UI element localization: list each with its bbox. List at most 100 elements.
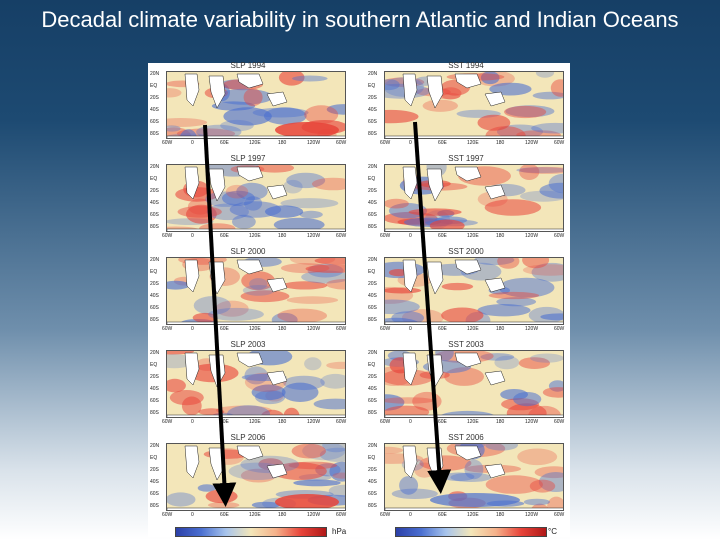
lon-tick-label: 0 <box>191 512 194 518</box>
lat-tick-label: EQ <box>368 83 376 89</box>
colorbar-left-unit: hPa <box>332 527 347 536</box>
lon-tick-label: 60E <box>438 233 447 239</box>
panel-label: SST 2000 <box>448 247 484 256</box>
lon-tick-label: 120W <box>525 140 539 146</box>
lon-tick-label: 0 <box>191 419 194 425</box>
lat-tick-label: 20S <box>150 374 159 380</box>
lon-tick-label: 180 <box>278 419 287 425</box>
lat-tick-label: 60S <box>150 491 159 497</box>
lon-tick-label: 120W <box>307 419 321 425</box>
lon-tick-label: 60W <box>162 419 173 425</box>
colorbar-right <box>395 527 547 537</box>
anomaly-map <box>166 443 346 511</box>
panel-label: SST 1997 <box>448 154 484 163</box>
lon-tick-label: 0 <box>409 233 412 239</box>
lon-tick-label: 60E <box>220 140 229 146</box>
lat-tick-label: 60S <box>150 305 159 311</box>
lon-tick-label: 60E <box>438 140 447 146</box>
lon-tick-label: 120W <box>307 512 321 518</box>
lon-tick-label: 60W <box>336 140 347 146</box>
map-panel-left-3: SLP 2003 20N EQ 20S 40S 60S 80S 60W 0 60E 120E 180 1… <box>150 340 346 425</box>
panel-label: SST 1994 <box>448 61 484 70</box>
map-panel-left-4: SLP 2006 20N EQ 20S 40S 60S 80S 60W 0 60E 120E 180 1… <box>150 433 347 518</box>
lon-tick-label: 0 <box>409 419 412 425</box>
lat-tick-label: 40S <box>368 107 377 113</box>
map-panel-right-0: SST 1994 20N EQ 20S 40S 60S 80S 60W 0 60E 120E 180 1… <box>368 61 565 146</box>
lon-tick-label: 120W <box>525 512 539 518</box>
map-panel-right-2: SST 2000 20N EQ 20S 40S 60S 80S 60W 0 60E 120E 180 1… <box>368 247 565 332</box>
lon-tick-label: 180 <box>496 419 505 425</box>
lon-tick-label: 120E <box>467 512 479 518</box>
lat-tick-label: 60S <box>368 491 377 497</box>
lon-tick-label: 120W <box>525 419 539 425</box>
lat-tick-label: 20S <box>368 95 377 101</box>
lon-tick-label: 120E <box>249 419 261 425</box>
lat-tick-label: 20S <box>368 374 377 380</box>
lon-tick-label: 60W <box>162 326 173 332</box>
lat-tick-label: 80S <box>368 131 377 137</box>
lat-tick-label: 80S <box>368 224 377 230</box>
lon-tick-label: 0 <box>409 512 412 518</box>
panel-label: SLP 1997 <box>230 154 266 163</box>
lat-tick-label: 40S <box>368 293 377 299</box>
lon-tick-label: 180 <box>278 512 287 518</box>
lon-tick-label: 0 <box>191 140 194 146</box>
lat-tick-label: 60S <box>368 119 377 125</box>
lon-tick-label: 60W <box>380 233 391 239</box>
lon-tick-label: 60E <box>438 512 447 518</box>
lat-tick-label: EQ <box>368 176 376 182</box>
lat-tick-label: 20N <box>368 164 378 170</box>
lat-tick-label: 20S <box>150 281 159 287</box>
lat-tick-label: 40S <box>150 200 159 206</box>
map-panel-right-4: SST 2006 20N EQ 20S 40S 60S 80S 60W 0 60E 120E 180 1… <box>368 433 564 518</box>
lon-tick-label: 0 <box>191 326 194 332</box>
lat-tick-label: EQ <box>150 455 158 461</box>
map-panel-left-1: SLP 1997 20N EQ 20S 40S 60S 80S 60W 0 60E 120E 180 1… <box>150 154 346 239</box>
lon-tick-label: 180 <box>278 233 287 239</box>
map-panel-left-2: SLP 2000 20N EQ 20S 40S 60S 80S 60W 0 60E 120E 180 1… <box>150 247 346 332</box>
lon-tick-label: 180 <box>496 512 505 518</box>
lon-tick-label: 60W <box>162 233 173 239</box>
lat-tick-label: 40S <box>150 386 159 392</box>
lon-tick-label: 180 <box>496 233 505 239</box>
lon-tick-label: 60W <box>336 512 347 518</box>
lat-tick-label: 80S <box>150 410 159 416</box>
anomaly-map <box>166 164 346 232</box>
lat-tick-label: EQ <box>368 455 376 461</box>
colorbar-right-unit: °C <box>548 527 557 536</box>
lon-tick-label: 60E <box>438 419 447 425</box>
lon-tick-label: 60W <box>554 326 565 332</box>
lon-tick-label: 60W <box>162 140 173 146</box>
panel-label: SLP 2006 <box>230 433 266 442</box>
lon-tick-label: 60W <box>554 140 565 146</box>
anomaly-map <box>166 257 346 325</box>
lon-tick-label: 180 <box>496 326 505 332</box>
lon-tick-label: 120E <box>467 140 479 146</box>
lat-tick-label: EQ <box>150 83 158 89</box>
lat-tick-label: 60S <box>368 398 377 404</box>
lon-tick-label: 60W <box>162 512 173 518</box>
lat-tick-label: EQ <box>150 269 158 275</box>
map-panel-right-1: SST 1997 20N EQ 20S 40S 60S 80S 60W 0 60E 120E 180 1… <box>368 154 564 239</box>
lat-tick-label: 20N <box>368 257 378 263</box>
lat-tick-label: 60S <box>368 305 377 311</box>
anomaly-map <box>166 71 346 139</box>
lon-tick-label: 120W <box>307 233 321 239</box>
lon-tick-label: 180 <box>496 140 505 146</box>
lon-tick-label: 120E <box>467 233 479 239</box>
lon-tick-label: 120E <box>467 326 479 332</box>
anomaly-map <box>166 350 346 418</box>
lon-tick-label: 60E <box>220 512 229 518</box>
lat-tick-label: 20S <box>368 281 377 287</box>
panel-label: SLP 1994 <box>230 61 266 70</box>
lat-tick-label: 60S <box>150 212 159 218</box>
panel-label: SLP 2003 <box>230 340 266 349</box>
lat-tick-label: 60S <box>368 212 377 218</box>
lon-tick-label: 0 <box>191 233 194 239</box>
panel-label: SST 2006 <box>448 433 484 442</box>
lat-tick-label: 40S <box>368 200 377 206</box>
lon-tick-label: 60W <box>380 419 391 425</box>
anomaly-map <box>384 164 564 232</box>
anomaly-map <box>384 350 564 418</box>
lat-tick-label: 20N <box>368 350 378 356</box>
